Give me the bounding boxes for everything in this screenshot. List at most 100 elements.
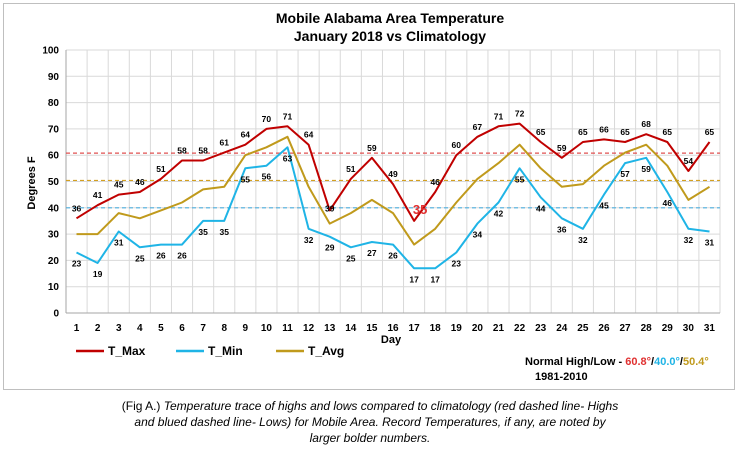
tmax-data-label: 60 — [452, 140, 462, 150]
temperature-chart: Mobile Alabama Area Temperature January … — [26, 10, 721, 383]
x-tick-label: 5 — [158, 323, 164, 334]
x-tick-label: 12 — [303, 323, 315, 334]
gridlines — [65, 49, 721, 314]
tmin-data-label: 26 — [388, 251, 398, 261]
x-tick-label: 10 — [261, 323, 273, 334]
tmax-data-label: 68 — [641, 119, 651, 129]
tmin-data-label: 17 — [409, 274, 419, 284]
tmax-data-label: 65 — [620, 127, 630, 137]
y-axis-label: Degrees F — [26, 156, 38, 209]
figure-caption: (Fig A.) Temperature trace of highs and … — [120, 398, 620, 446]
tmin-data-label: 35 — [198, 227, 208, 237]
tmin-data-label: 25 — [346, 253, 356, 263]
tmin-data-label: 35 — [219, 227, 229, 237]
series-lines — [75, 122, 711, 270]
x-tick-label: 14 — [345, 323, 357, 334]
normals-period: 1981-2010 — [535, 371, 588, 383]
y-tick-label: 20 — [48, 256, 60, 267]
caption-text: Temperature trace of highs and lows comp… — [134, 399, 619, 445]
tmax-data-label: 65 — [705, 127, 715, 137]
x-tick-label: 1 — [74, 323, 80, 334]
tmin-data-label: 36 — [557, 224, 567, 234]
tmax-data-label: 61 — [219, 138, 229, 148]
x-tick-label: 4 — [137, 323, 143, 334]
legend: T_Max T_Min T_Avg — [76, 344, 344, 358]
y-tick-label: 10 — [48, 282, 60, 293]
tmax-data-label: 65 — [663, 127, 673, 137]
tmin-data-label: 25 — [135, 253, 145, 263]
x-tick-label: 26 — [598, 323, 610, 334]
tmax-data-label: 54 — [684, 156, 694, 166]
tmax-data-label: 36 — [72, 203, 82, 213]
x-tick-label: 28 — [641, 323, 653, 334]
y-tick-label: 30 — [48, 230, 60, 241]
x-tick-label: 24 — [556, 323, 568, 334]
tmin-data-label: 34 — [473, 230, 483, 240]
tmax-data-label: 46 — [430, 177, 440, 187]
tmax-data-label: 71 — [494, 111, 504, 121]
tmin-data-label: 55 — [515, 174, 525, 184]
tmax-data-label: 46 — [135, 177, 145, 187]
x-tick-label: 11 — [282, 323, 293, 334]
tmin-data-label: 46 — [663, 198, 673, 208]
tmin-data-label: 17 — [430, 274, 440, 284]
tmin-data-label: 23 — [452, 259, 462, 269]
x-tick-label: 20 — [472, 323, 484, 334]
y-tick-label: 60 — [48, 151, 60, 162]
tmin-data-label: 55 — [241, 174, 251, 184]
chart-frame: Mobile Alabama Area Temperature January … — [3, 3, 735, 390]
tmax-data-label: 65 — [536, 127, 546, 137]
tmax-data-label: 49 — [388, 169, 398, 179]
y-tick-label: 0 — [53, 309, 59, 320]
tmin-data-label: 56 — [262, 172, 272, 182]
normals-sep2: / — [680, 356, 683, 368]
tmax-data-label: 59 — [367, 143, 377, 153]
legend-label-t-min: T_Min — [208, 344, 243, 358]
tmax-data-label: 65 — [578, 127, 588, 137]
tmin-data-label: 44 — [536, 203, 546, 213]
chart-title: Mobile Alabama Area Temperature — [276, 10, 504, 26]
x-tick-label: 22 — [514, 323, 526, 334]
tmin-data-label: 63 — [283, 153, 293, 163]
tmin-data-label: 45 — [599, 201, 609, 211]
tmax-data-label: 45 — [114, 180, 124, 190]
x-tick-label: 29 — [662, 323, 674, 334]
tmax-data-label: 71 — [283, 111, 293, 121]
normal-lines — [66, 152, 720, 209]
x-tick-label: 31 — [704, 323, 716, 334]
x-tick-label: 17 — [409, 323, 421, 334]
tmax-data-label: 64 — [241, 130, 251, 140]
x-tick-label: 15 — [366, 323, 378, 334]
tmin-data-label: 26 — [156, 251, 166, 261]
x-tick-label: 19 — [451, 323, 463, 334]
tmax-data-label: 51 — [346, 164, 356, 174]
chart-subtitle: January 2018 vs Climatology — [294, 28, 486, 44]
tmin-data-label: 32 — [684, 235, 694, 245]
tmax-data-label: 72 — [515, 109, 525, 119]
series-line-t-avg — [76, 135, 711, 246]
x-tick-label: 9 — [243, 323, 249, 334]
tmax-data-label: 51 — [156, 164, 166, 174]
x-tick-label: 3 — [116, 323, 122, 334]
tmax-data-label: 41 — [93, 190, 103, 200]
record-data-label: 35 — [413, 202, 427, 217]
tmax-data-label: 58 — [177, 145, 187, 155]
normals-text: Normal High/Low - 60.8°/40.0°/50.4° — [525, 356, 709, 368]
x-tick-labels: 1 2 3 4 5 6 7 8 9 10 11 12 13 14 15 16 17 18 19 20 21 22 23 24 2… — [74, 323, 716, 334]
tmax-data-label: 58 — [198, 145, 208, 155]
x-tick-label: 30 — [683, 323, 695, 334]
tmin-data-label: 29 — [325, 243, 335, 253]
tmin-data-label: 27 — [367, 248, 377, 258]
normals-avg: 50.4° — [683, 356, 709, 368]
tmin-data-label: 31 — [114, 237, 124, 247]
tmax-data-label: 59 — [557, 143, 567, 153]
legend-label-t-max: T_Max — [108, 344, 146, 358]
tmin-data-label: 31 — [705, 237, 715, 247]
x-tick-label: 27 — [620, 323, 632, 334]
tmax-data-label: 67 — [473, 122, 483, 132]
normals-sep1: / — [651, 356, 654, 368]
y-tick-labels: 0 10 20 30 40 50 60 70 80 90 100 — [42, 46, 59, 320]
tmin-data-label: 32 — [578, 235, 588, 245]
tmax-data-label: 70 — [262, 114, 272, 124]
y-tick-label: 90 — [48, 72, 60, 83]
